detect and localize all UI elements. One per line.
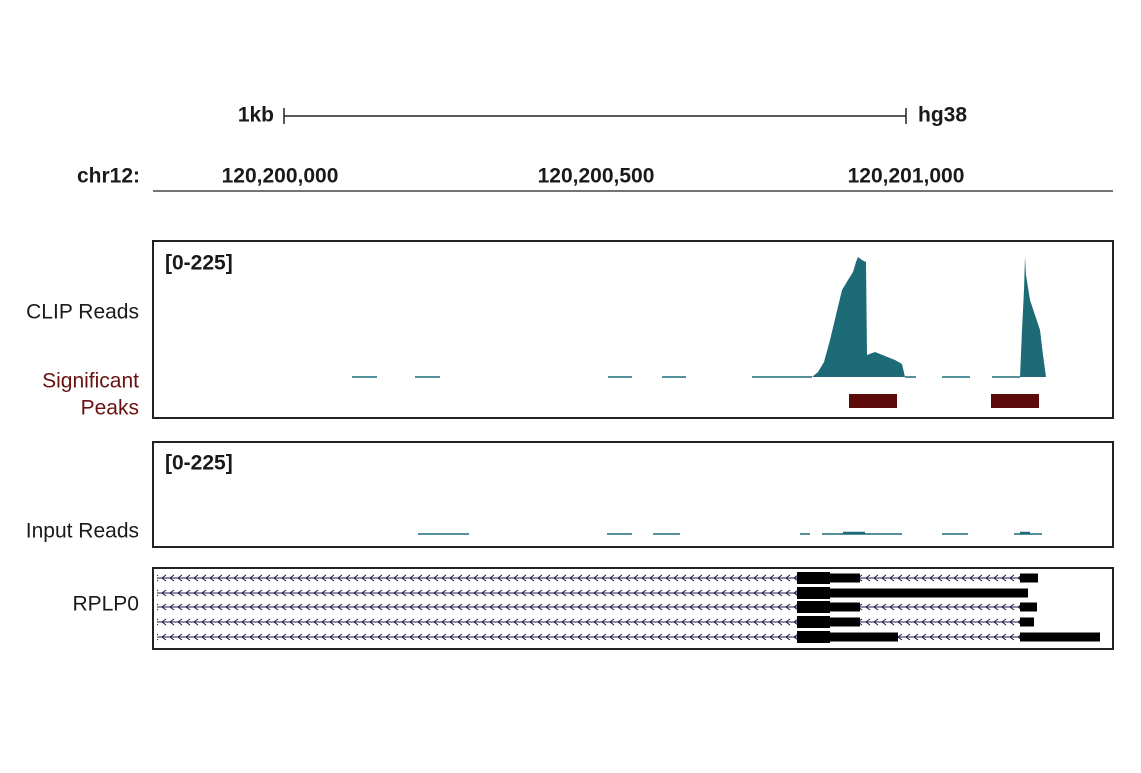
gene-name: RPLP0	[72, 593, 139, 616]
position-label: 120,200,000	[222, 165, 339, 188]
track-name: Peaks	[81, 397, 139, 420]
position-label: 120,200,500	[538, 165, 655, 188]
coverage-fragments	[418, 531, 1042, 535]
track-name: CLIP Reads	[26, 301, 139, 324]
scale-label: 1kb	[238, 104, 274, 127]
genome-label: hg38	[918, 104, 967, 127]
track-name: Input Reads	[26, 520, 139, 543]
track-box	[152, 441, 1114, 548]
position-label: 120,201,000	[848, 165, 965, 188]
significant-peak	[991, 394, 1039, 408]
track-range: [0-225]	[165, 452, 233, 475]
significant-peak	[849, 394, 897, 408]
track-name: Significant	[42, 370, 139, 393]
coverage-peak	[812, 257, 905, 377]
track-box	[152, 240, 1114, 419]
track-range: [0-225]	[165, 252, 233, 275]
chromosome-label: chr12:	[77, 165, 140, 188]
coverage-peak	[1020, 257, 1046, 377]
transcripts	[157, 572, 1100, 643]
track-box	[152, 567, 1114, 650]
scale-bar	[283, 108, 907, 124]
